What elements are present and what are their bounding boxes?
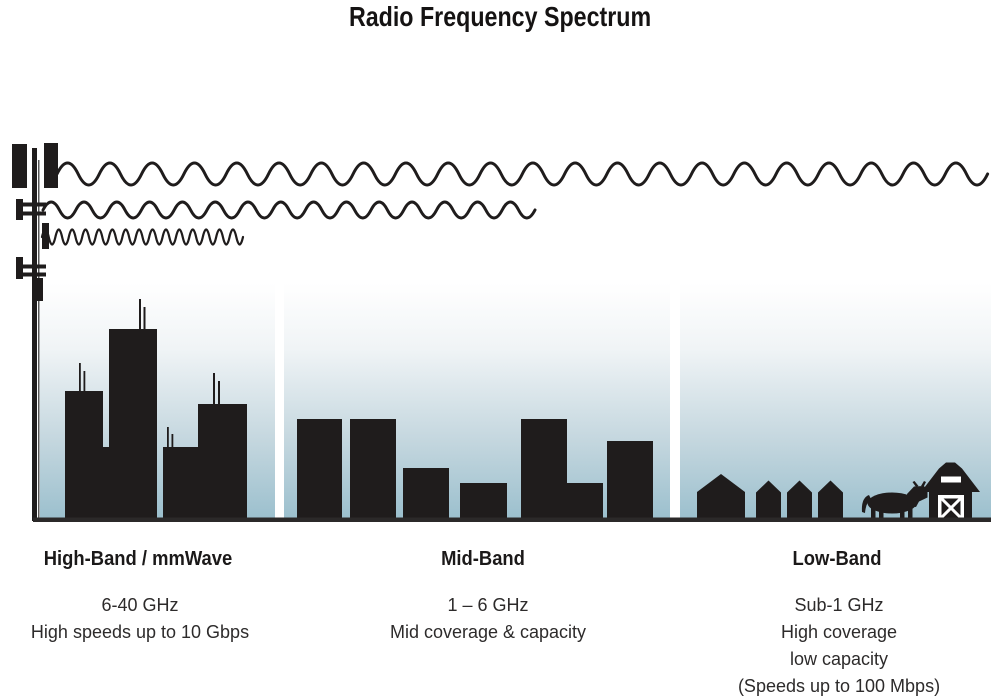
band-heading-low: Low-Band bbox=[789, 548, 886, 571]
barn-icon bbox=[921, 462, 980, 521]
band-desc-line: Sub-1 GHz bbox=[794, 595, 884, 615]
page-title: Radio Frequency Spectrum bbox=[0, 1, 1000, 33]
page-title-text: Radio Frequency Spectrum bbox=[348, 1, 652, 32]
building-silhouette bbox=[350, 419, 396, 521]
antenna-mast bbox=[213, 373, 215, 404]
cow-leg bbox=[871, 507, 876, 521]
cow-horn bbox=[912, 481, 919, 487]
building-silhouette bbox=[521, 419, 567, 521]
band-desc-line: 6-40 GHz bbox=[101, 595, 179, 615]
band-heading-mid: Mid-Band bbox=[437, 548, 528, 571]
cow-tail bbox=[861, 495, 871, 513]
town-buildings-icon bbox=[297, 419, 653, 521]
rural-scene-icon bbox=[697, 462, 980, 521]
band-desc-high: 6-40 GHz High speeds up to 10 Gbps bbox=[31, 592, 249, 646]
antenna-mast bbox=[218, 381, 220, 404]
long-wavelength-wave-icon bbox=[55, 161, 990, 187]
building-silhouette bbox=[163, 447, 198, 521]
short-wavelength-wave-icon bbox=[40, 228, 245, 246]
antenna-mast bbox=[79, 363, 81, 391]
antenna-mast bbox=[83, 371, 86, 391]
city-skyline-icon bbox=[65, 299, 247, 521]
building-silhouette bbox=[607, 441, 653, 521]
tower-mast-edge bbox=[38, 160, 40, 521]
tower-mast bbox=[32, 148, 37, 521]
sky-panel-mid-band bbox=[284, 283, 670, 518]
ground-line bbox=[33, 517, 991, 522]
building-silhouette bbox=[103, 447, 109, 521]
tower-mid-arm-upper bbox=[16, 202, 46, 207]
band-heading-low-text: Low-Band bbox=[792, 548, 882, 570]
barn-loft-opening bbox=[941, 476, 961, 483]
band-desc-low: Sub-1 GHz High coverage low capacity (Sp… bbox=[738, 592, 940, 700]
building-silhouette bbox=[460, 483, 507, 521]
house-icon bbox=[787, 480, 812, 521]
tower-mid-antenna bbox=[16, 199, 23, 220]
band-heading-high: High-Band / mmWave bbox=[36, 548, 241, 571]
antenna-mast bbox=[171, 434, 174, 447]
antenna-mast bbox=[143, 307, 146, 329]
building-silhouette bbox=[65, 391, 103, 521]
cow-leg bbox=[879, 508, 884, 521]
cow-icon bbox=[861, 481, 928, 521]
band-heading-mid-text: Mid-Band bbox=[441, 548, 525, 570]
building-silhouette bbox=[198, 404, 247, 521]
tower-low-arm-lower bbox=[16, 272, 46, 277]
medium-wavelength-wave-icon bbox=[41, 200, 537, 220]
tower-mid-drop-antenna bbox=[42, 223, 49, 249]
band-desc-line: Mid coverage & capacity bbox=[389, 622, 587, 642]
house-icon bbox=[697, 474, 745, 521]
tower-low-arm-upper bbox=[16, 264, 46, 269]
cow-leg bbox=[900, 508, 905, 521]
barn-door-cross-brace bbox=[940, 497, 962, 519]
cow-horn bbox=[921, 481, 926, 487]
band-desc-line: (Speeds up to 100 Mbps) bbox=[737, 676, 941, 696]
house-icon bbox=[756, 480, 781, 521]
building-silhouette bbox=[109, 329, 157, 521]
antenna-mast bbox=[139, 299, 141, 329]
tower-top-panel-left bbox=[12, 144, 27, 188]
band-desc-line: High coverage bbox=[780, 622, 898, 642]
tower-low-drop-antenna bbox=[37, 278, 43, 301]
house-icon bbox=[818, 480, 843, 521]
band-desc-line: low capacity bbox=[789, 649, 889, 669]
cell-tower-icon bbox=[12, 143, 58, 521]
band-desc-line: High speeds up to 10 Gbps bbox=[30, 622, 250, 642]
band-heading-high-text: High-Band / mmWave bbox=[43, 548, 233, 570]
band-desc-mid: 1 – 6 GHz Mid coverage & capacity bbox=[390, 592, 586, 646]
tower-mid-arm-lower bbox=[16, 211, 46, 216]
building-silhouette bbox=[297, 419, 342, 521]
tower-top-panel-right bbox=[44, 143, 58, 188]
building-silhouette bbox=[403, 468, 449, 521]
building-silhouette bbox=[567, 483, 603, 521]
antenna-mast bbox=[167, 427, 169, 447]
band-desc-line: 1 – 6 GHz bbox=[447, 595, 529, 615]
cow-leg bbox=[908, 507, 913, 521]
